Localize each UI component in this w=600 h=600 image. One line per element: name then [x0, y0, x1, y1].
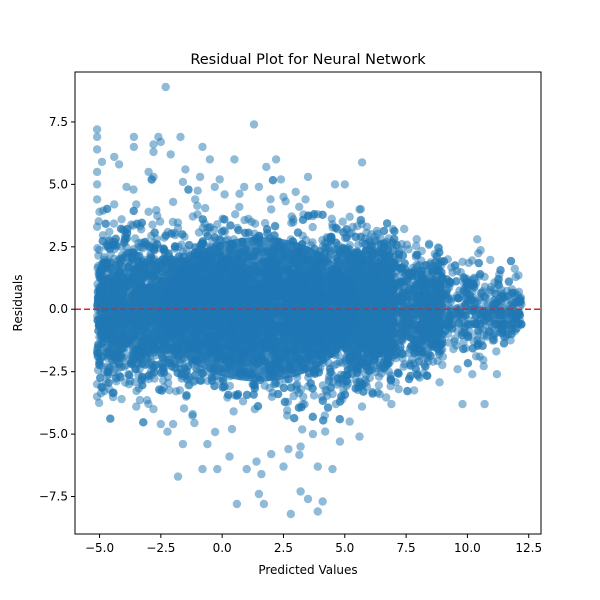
bulk-point — [464, 258, 473, 268]
bulk-point — [94, 398, 104, 408]
bulk-point — [411, 241, 421, 251]
bulk-point — [400, 224, 409, 234]
bulk-point — [298, 425, 307, 434]
bulk-point — [148, 220, 157, 229]
bulk-point — [98, 231, 108, 240]
bulk-point — [309, 391, 319, 400]
bulk-point — [135, 395, 145, 405]
bulk-point — [193, 186, 202, 195]
bulk-point — [409, 386, 419, 395]
bulk-point — [283, 406, 292, 415]
bulk-point — [201, 203, 210, 213]
bulk-point — [374, 381, 383, 390]
bulk-point — [229, 407, 238, 416]
bulk-point — [119, 362, 129, 371]
bulk-point — [266, 195, 275, 204]
bulk-point — [193, 201, 202, 210]
bulk-point — [424, 240, 434, 250]
bulk-point — [412, 235, 421, 244]
bulk-point — [238, 397, 248, 406]
points-layer — [92, 82, 526, 519]
bulk-point — [354, 240, 363, 250]
bulk-point — [295, 202, 304, 211]
bulk-point — [163, 427, 172, 436]
bulk-point — [129, 185, 138, 194]
bulk-point — [231, 210, 240, 219]
bulk-point — [265, 383, 274, 393]
bulk-point — [318, 381, 328, 390]
bulk-point — [308, 238, 317, 247]
bulk-point — [449, 344, 458, 354]
bulk-point — [210, 427, 220, 437]
chart-title: Residual Plot for Neural Network — [190, 52, 426, 68]
bulk-point — [190, 418, 199, 428]
bulk-point — [295, 450, 304, 460]
bulk-point — [476, 246, 485, 255]
